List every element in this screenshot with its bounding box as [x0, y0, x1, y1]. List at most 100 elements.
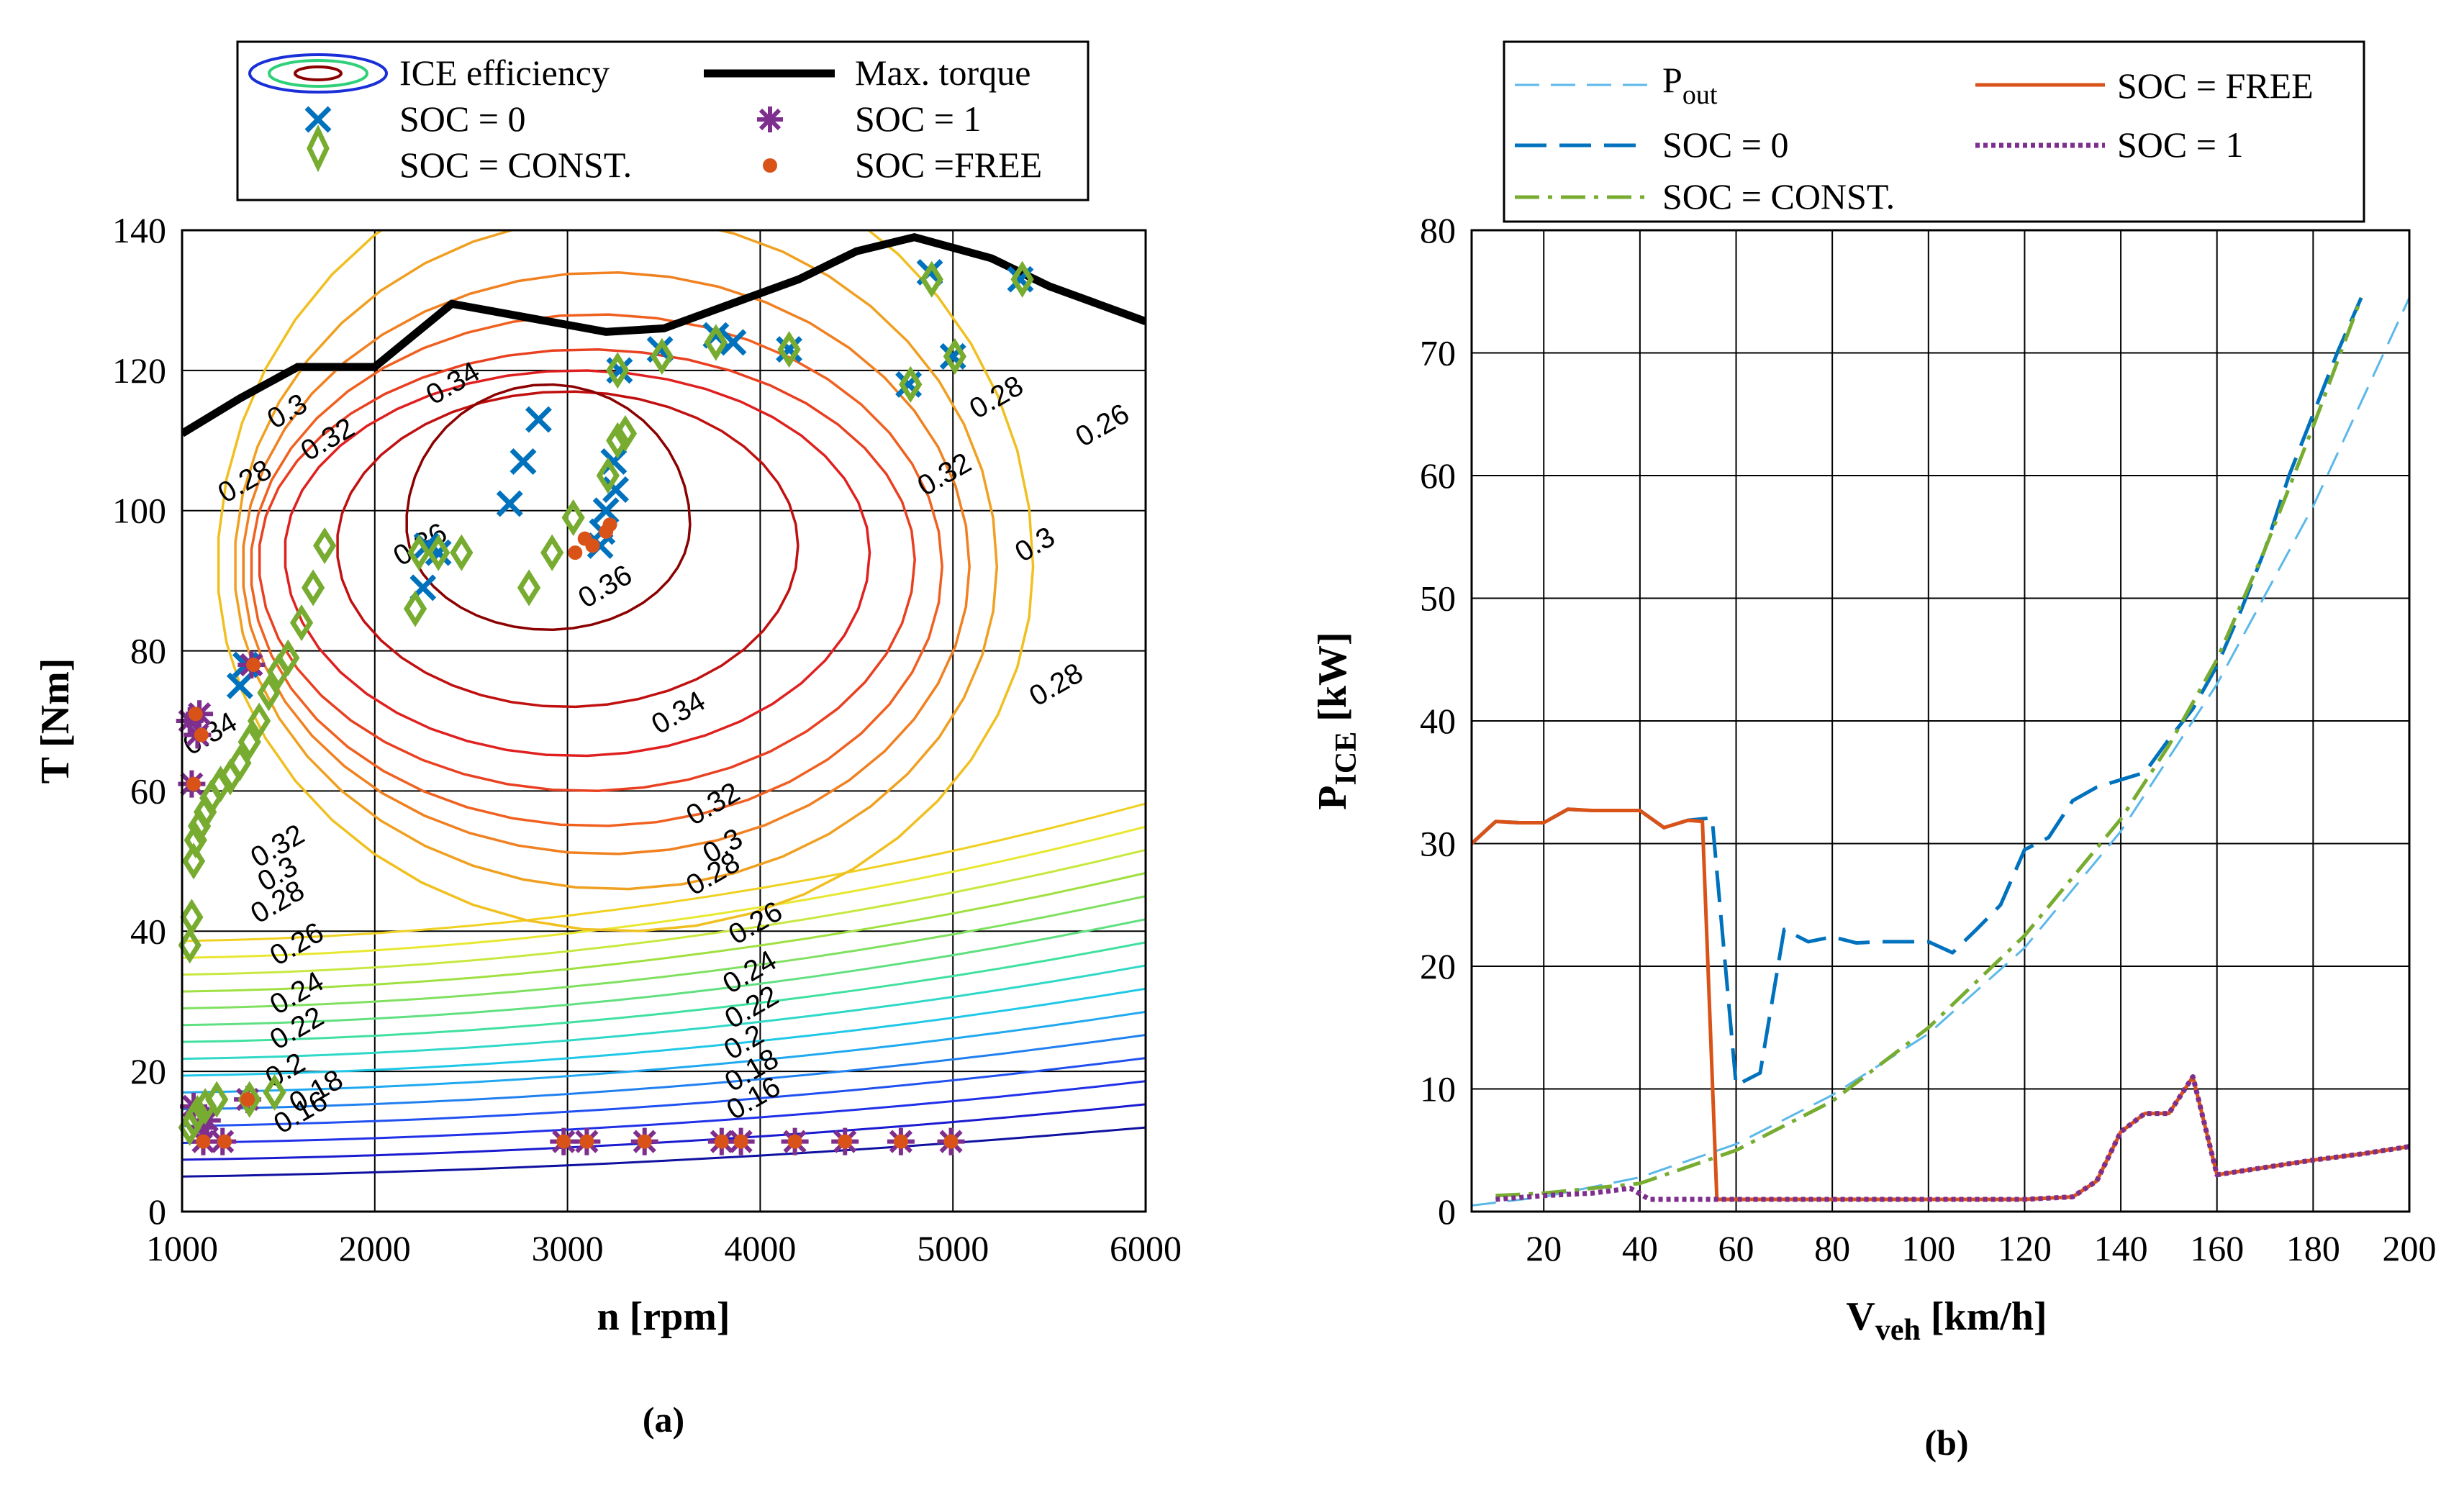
y-tick-label-a: 140: [112, 210, 166, 250]
panel-label-b: (b): [1924, 1422, 1968, 1463]
legend-ice-efficiency-label: ICE efficiency: [399, 53, 610, 93]
marker-soc-const: [606, 352, 630, 389]
contour-line: [258, 348, 916, 792]
marker-soc0: [592, 497, 620, 524]
marker-soc0: [226, 672, 253, 699]
marker-soc-const: [209, 766, 232, 803]
legend-soc1-label: SOC = 1: [855, 99, 981, 139]
marker-soc-free: [186, 776, 201, 791]
contour-line: [405, 383, 692, 632]
y-tick-label-a: 0: [148, 1191, 166, 1232]
series-a: [182, 233, 1146, 437]
marker-soc-const: [704, 324, 728, 361]
marker-soc0: [720, 329, 747, 356]
y-tick-label-a: 20: [130, 1051, 166, 1091]
marker-soc-free: [787, 1134, 802, 1149]
max-torque-line: [182, 233, 1146, 437]
marker-soc-free: [194, 727, 209, 742]
x-axis-label-b-sub: veh: [1875, 1314, 1921, 1347]
y-tick-label-b: 10: [1420, 1069, 1456, 1109]
legend-soc1-b-label: SOC = 1: [2117, 124, 2243, 165]
marker-soc-const: [407, 534, 431, 571]
contour-line: [182, 802, 1146, 943]
marker-soc-free: [893, 1134, 908, 1149]
marker-soc-const: [289, 604, 314, 642]
contour-line: [250, 313, 943, 827]
contour-line: [182, 964, 1146, 1061]
marker-soc-const: [181, 843, 206, 880]
marker-soc-free: [217, 1134, 232, 1149]
contour-line: [336, 390, 800, 709]
marker-soc-free: [246, 658, 261, 673]
ticks-b: 20 40 60 80 100 120 140 160 180 200 0 10 20 30 40 50 60 7…: [1420, 210, 2437, 1268]
marker-soc-free: [838, 1134, 853, 1149]
contour-line: [217, 230, 1035, 932]
legend-pout-main: P: [1662, 60, 1682, 100]
x-tick-label-b: 120: [1998, 1228, 2052, 1268]
marker-soc-free: [637, 1134, 652, 1149]
marker-soc-const: [920, 260, 943, 298]
marker-soc0: [496, 490, 523, 517]
y-axis-label-a: T [Nm]: [33, 658, 78, 784]
marker-soc-const: [237, 723, 261, 760]
contour-line: [234, 230, 999, 891]
legend-b-box: [1503, 40, 2365, 223]
marker-soc-free: [733, 1134, 748, 1149]
x-tick-label-b: 60: [1718, 1228, 1754, 1268]
x-tick-label-a: 4000: [724, 1228, 796, 1268]
axes-box-b: [1470, 229, 2411, 1213]
marker-soc-const: [403, 590, 427, 627]
marker-soc-free: [556, 1134, 571, 1149]
legend-soc0-swatch: [304, 106, 332, 133]
y-tick-label-b: 0: [1438, 1191, 1456, 1232]
contour-line: [182, 918, 1146, 1027]
marker-soc-const: [313, 527, 337, 564]
y-axis-label-b-main: P: [1310, 785, 1355, 809]
contour-line: [182, 941, 1146, 1043]
marker-soc-const: [263, 1073, 286, 1111]
legend-ice-efficiency-swatch: [248, 53, 388, 94]
x-tick-label-b: 200: [2383, 1228, 2437, 1268]
contour-line: [182, 848, 1146, 976]
contour-line: [182, 1126, 1146, 1178]
legend-a: ICE efficiency Max. torque SOC = 0 SOC =…: [236, 40, 1090, 201]
marker-soc-const: [228, 744, 252, 782]
legend-b: Pout SOC = FREE SOC = 0 SOC = 1 SOC = CO…: [1503, 40, 2365, 223]
marker-soc-free: [602, 517, 617, 532]
y-tick-label-b: 50: [1420, 578, 1456, 619]
marker-soc-free: [196, 1134, 211, 1149]
x-tick-label-b: 100: [1901, 1228, 1955, 1268]
legend-soc-free-swatch: [763, 158, 777, 173]
marker-soc-const: [178, 927, 201, 964]
panel-b: 20 40 60 80 100 120 140 160 180 200 0 10 20 30 40 50 60 7…: [1310, 40, 2437, 1463]
panel-label-a: (a): [643, 1399, 684, 1440]
contour-line: [182, 1057, 1146, 1127]
contour-line: [182, 825, 1146, 959]
legend-soc0-label: SOC = 0: [399, 99, 525, 139]
legend-max-torque-label: Max. torque: [855, 53, 1031, 93]
x-tick-label-b: 140: [2094, 1228, 2148, 1268]
x-tick-label-b: 160: [2190, 1228, 2244, 1268]
x-tick-label-a: 5000: [917, 1228, 989, 1268]
y-tick-label-a: 60: [130, 771, 166, 811]
y-tick-label-a: 40: [130, 911, 166, 951]
x-tick-label-a: 1000: [146, 1228, 218, 1268]
x-tick-label-a: 3000: [532, 1228, 604, 1268]
x-tick-label-b: 80: [1814, 1228, 1850, 1268]
ticks-a: 1000 2000 3000 4000 5000 6000 0 20 40 60 80 100 120 1…: [112, 210, 1182, 1268]
y-tick-label-a: 120: [112, 350, 166, 391]
axes-box-a: [181, 229, 1147, 1213]
y-tick-label-b: 80: [1420, 210, 1456, 250]
legend-soc-const-swatch: [307, 124, 330, 173]
marker-soc-const: [777, 331, 801, 368]
y-tick-label-b: 60: [1420, 455, 1456, 496]
legend-a-box: [236, 40, 1090, 201]
marker-soc-const: [205, 1081, 229, 1118]
marker-soc-const: [276, 639, 300, 676]
contour-line: [182, 1080, 1146, 1144]
legend-soc1-swatch: [757, 106, 783, 132]
x-tick-label-b: 40: [1622, 1228, 1658, 1268]
marker-soc0: [776, 336, 803, 363]
y-axis-label-b: PICE [kW]: [1310, 632, 1363, 809]
y-axis-label-b-unit: [kW]: [1310, 632, 1355, 731]
